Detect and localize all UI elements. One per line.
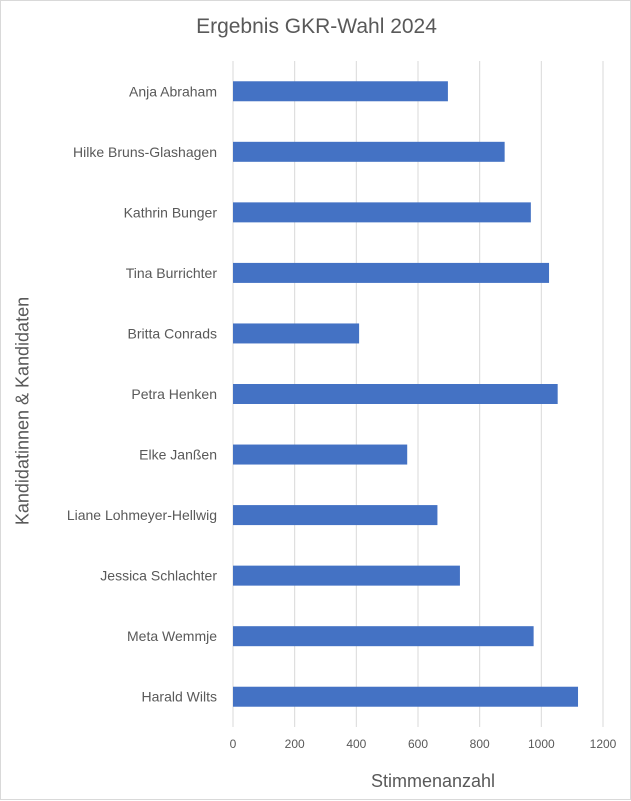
y-tick-label: Elke Janßen: [139, 447, 217, 463]
bar: [233, 262, 550, 283]
bar: [233, 141, 505, 162]
y-tick-label: Tina Burrichter: [126, 265, 218, 281]
y-tick-label: Liane Lohmeyer-Hellwig: [67, 507, 217, 523]
x-tick-label: 0: [230, 737, 237, 751]
bar: [233, 384, 558, 404]
x-axis-label: Stimmenanzahl: [370, 771, 496, 791]
bar: [233, 565, 460, 586]
bar: [233, 505, 438, 526]
chart-title: Ergebnis GKR-Wahl 2024: [196, 15, 437, 38]
y-tick-label: Harald Wilts: [142, 689, 217, 705]
x-tick-label: 400: [346, 737, 366, 751]
x-tick-label: 200: [285, 737, 305, 751]
y-tick-label: Meta Wemmje: [127, 628, 217, 644]
bar: [233, 81, 448, 102]
bar: [233, 444, 408, 465]
y-tick-label: Hilke Bruns-Glashagen: [73, 144, 217, 160]
bar: [233, 686, 579, 707]
y-tick-label: Britta Conrads: [128, 325, 217, 341]
bar: [233, 323, 360, 344]
x-tick-label: 800: [470, 737, 490, 751]
bar: [233, 202, 531, 223]
y-tick-label: Anja Abraham: [129, 83, 217, 99]
x-tick-label: 1200: [590, 737, 617, 751]
y-tick-label: Jessica Schlachter: [100, 568, 217, 584]
y-tick-label: Kathrin Bunger: [124, 204, 218, 220]
bar: [233, 626, 534, 647]
y-tick-label: Petra Henken: [131, 386, 217, 402]
x-tick-label: 1000: [528, 737, 555, 751]
x-tick-label: 600: [408, 737, 428, 751]
